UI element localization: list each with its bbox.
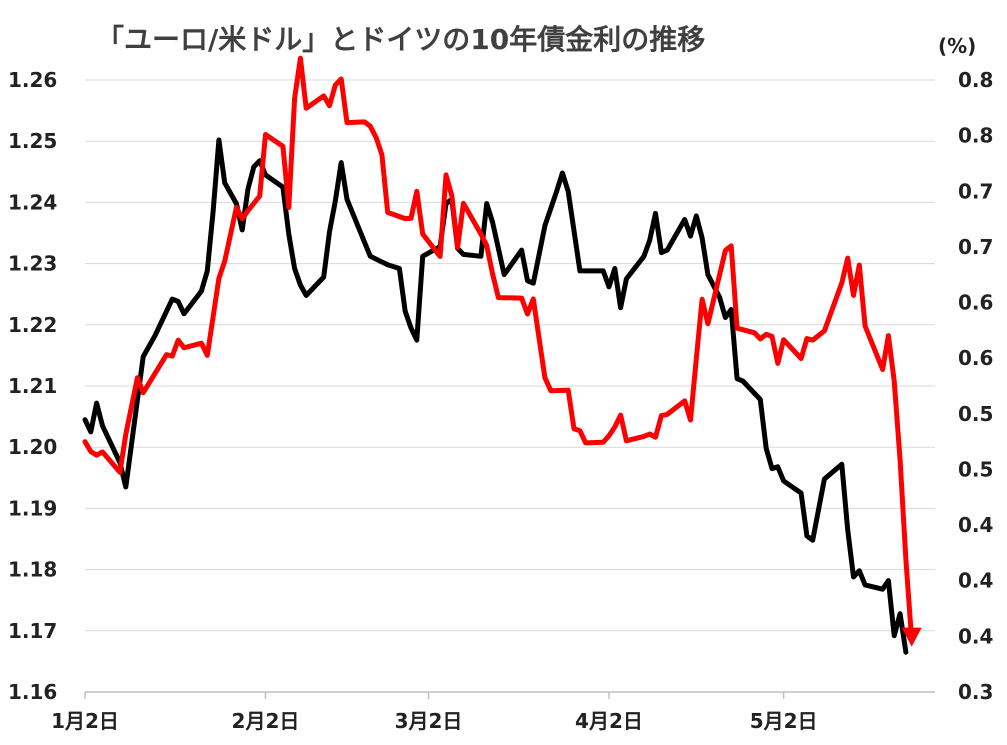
y2-tick-label: 0.7: [958, 179, 993, 203]
y2-tick-label: 0.3: [958, 680, 993, 704]
y2-tick-label: 0.8: [958, 124, 993, 148]
y-tick-label: 1.26: [8, 68, 57, 92]
y-tick-label: 1.16: [8, 680, 57, 704]
y-tick-label: 1.20: [8, 435, 57, 459]
right-axis-unit: (%): [938, 34, 977, 58]
y-tick-label: 1.23: [8, 252, 57, 276]
chart-title: 「ユーロ/米ドル」とドイツの10年債金利の推移: [96, 23, 706, 56]
y2-tick-label: 0.4: [958, 624, 993, 648]
y-tick-label: 1.22: [8, 313, 57, 337]
y2-tick-label: 0.8: [958, 68, 993, 92]
y-tick-label: 1.21: [8, 374, 57, 398]
red-series-arrowhead: [901, 627, 922, 647]
y2-tick-label: 0.6: [958, 291, 993, 315]
x-tick-label: 3月2日: [395, 709, 463, 733]
y2-tick-label: 0.4: [958, 513, 993, 537]
y-tick-label: 1.19: [8, 496, 57, 520]
x-tick-label: 1月2日: [51, 709, 119, 733]
y-tick-label: 1.24: [8, 190, 57, 214]
y2-tick-label: 0.6: [958, 346, 993, 370]
y-tick-label: 1.17: [8, 619, 57, 643]
x-tick-label: 5月2日: [750, 709, 818, 733]
y2-tick-label: 0.5: [958, 457, 993, 481]
y-tick-label: 1.25: [8, 129, 57, 153]
series-line-red: [82, 55, 915, 644]
y2-tick-label: 0.7: [958, 235, 993, 259]
y2-tick-label: 0.4: [958, 569, 993, 593]
x-tick-label: 4月2日: [575, 709, 643, 733]
y2-tick-label: 0.5: [958, 402, 993, 426]
x-tick-label: 2月2日: [232, 709, 300, 733]
series-line-black: [82, 137, 909, 655]
y-tick-label: 1.18: [8, 558, 57, 582]
